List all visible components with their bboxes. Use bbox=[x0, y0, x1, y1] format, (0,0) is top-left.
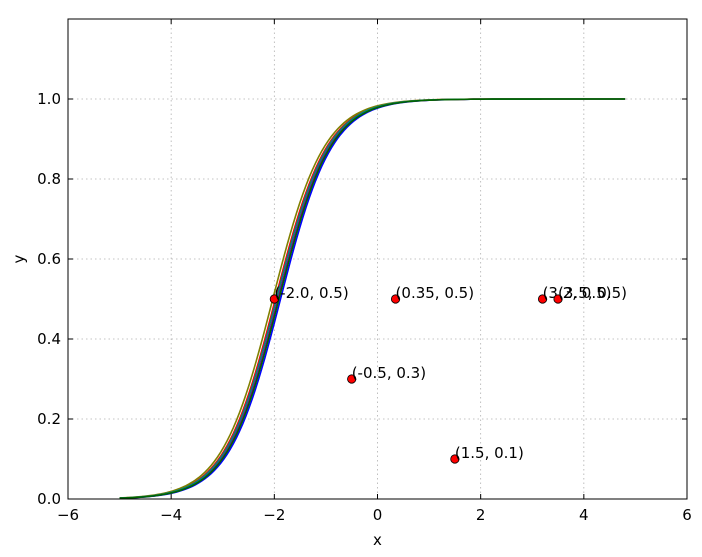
y-tick-label: 0.0 bbox=[37, 490, 61, 508]
x-tick-label: 2 bbox=[476, 506, 486, 524]
y-tick-label: 0.2 bbox=[37, 410, 61, 428]
data-point-label: (3.5, 0.5) bbox=[558, 284, 627, 302]
x-tick-label: −6 bbox=[57, 506, 79, 524]
annotated-points: (-2.0, 0.5) (0.35, 0.5) (-0.5, 0.3) (1.5, 0… bbox=[269, 284, 627, 464]
data-point-label: (-2.0, 0.5) bbox=[274, 284, 348, 302]
data-point-marker bbox=[347, 374, 357, 384]
data-point-marker bbox=[450, 454, 460, 464]
data-point-marker bbox=[390, 294, 401, 304]
x-tick-label: 4 bbox=[579, 506, 589, 524]
x-tick-label: 0 bbox=[373, 506, 383, 524]
data-point-marker bbox=[269, 294, 279, 304]
x-tick-label: 6 bbox=[682, 506, 692, 524]
y-axis-label: y bbox=[10, 254, 28, 263]
data-point-marker bbox=[537, 294, 548, 304]
x-tick-label: −4 bbox=[160, 506, 182, 524]
x-tick-label: −2 bbox=[263, 506, 285, 524]
data-point-marker bbox=[553, 294, 563, 304]
sigmoid-series-line bbox=[119, 98, 626, 499]
data-point-label: (-0.5, 0.3) bbox=[352, 364, 426, 382]
y-tick-label: 0.6 bbox=[37, 250, 61, 268]
axis-ticks: −6 −4 −2 0 2 4 6 0.0 0.2 0.4 0.6 0.8 1.0 bbox=[37, 19, 692, 524]
data-point-label: (0.35, 0.5) bbox=[396, 284, 475, 302]
y-tick-label: 1.0 bbox=[37, 90, 61, 108]
grid-lines bbox=[68, 19, 687, 499]
y-tick-label: 0.4 bbox=[37, 330, 61, 348]
data-point-label: (1.5, 0.1) bbox=[455, 444, 524, 462]
x-axis-label: x bbox=[373, 531, 382, 549]
y-tick-label: 0.8 bbox=[37, 170, 61, 188]
series-lines bbox=[119, 98, 626, 500]
